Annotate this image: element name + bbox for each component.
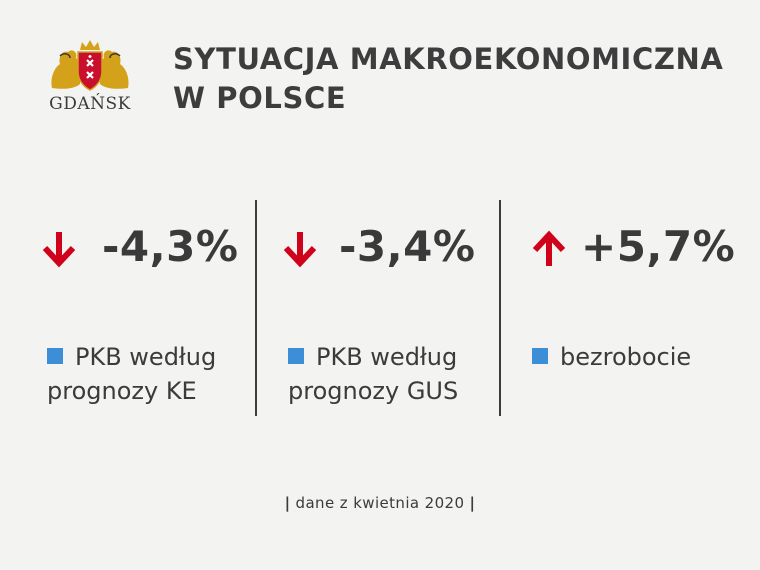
stat-label-pkb-ke: PKB według prognozy KE: [47, 340, 216, 408]
label-line-1: bezrobocie: [560, 343, 692, 371]
legend-square-icon: [288, 348, 304, 364]
stat-label-bezrobocie: bezrobocie: [532, 340, 691, 374]
stat-value: +5,7%: [581, 222, 736, 271]
legend-square-icon: [532, 348, 548, 364]
arrow-down-icon: [283, 232, 317, 268]
source-note: | dane z kwietnia 2020 |: [0, 494, 760, 512]
arrow-down-icon: [42, 232, 76, 268]
label-line-1: PKB według: [316, 343, 458, 371]
stat-label-pkb-gus: PKB według prognozy GUS: [288, 340, 458, 408]
label-line-2: prognozy KE: [47, 377, 197, 405]
logo-text: GDAŃSK: [49, 94, 131, 114]
label-line-1: PKB według: [75, 343, 217, 371]
source-note-text: dane z kwietnia 2020: [295, 494, 465, 512]
label-line-2: prognozy GUS: [288, 377, 459, 405]
gdansk-logo: GDAŃSK: [40, 38, 140, 114]
title-line-1: SYTUACJA MAKROEKONOMICZNA: [173, 42, 724, 76]
page-title: SYTUACJA MAKROEKONOMICZNA W POLSCE: [173, 40, 723, 118]
separator-bar: |: [469, 494, 476, 512]
arrow-up-icon: [532, 230, 566, 266]
column-divider: [499, 200, 501, 416]
title-line-2: W POLSCE: [173, 81, 347, 115]
column-divider: [255, 200, 257, 416]
legend-square-icon: [47, 348, 63, 364]
gdansk-coat-of-arms-icon: [51, 40, 129, 91]
separator-bar: |: [284, 494, 291, 512]
stat-value: -3,4%: [339, 222, 476, 271]
stat-value: -4,3%: [102, 222, 239, 271]
